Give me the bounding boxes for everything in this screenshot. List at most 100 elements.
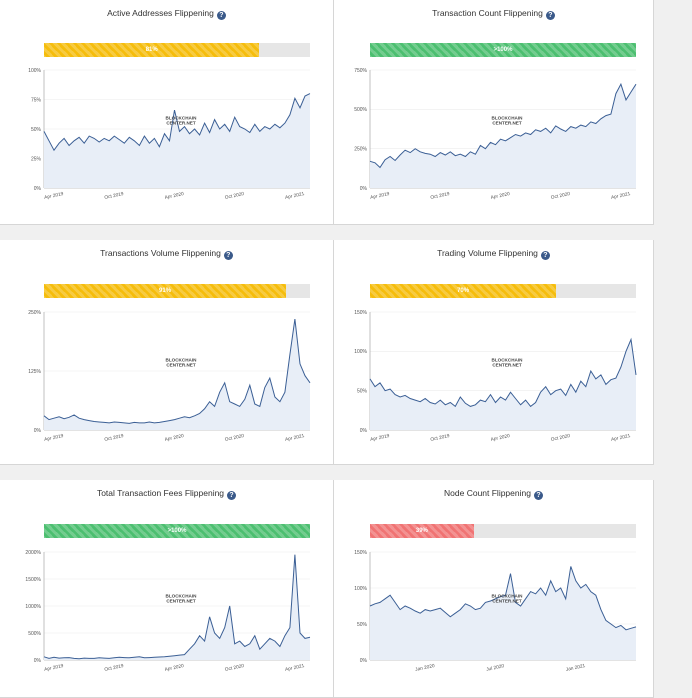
chart-area-plot: 0% 25% 50% 75% 100% Apr 2019 Oct 2019 Apr 2020 O… — [28, 68, 311, 201]
y-tick-label: 50% — [357, 388, 368, 394]
x-tick-label: Oct 2019 — [104, 663, 125, 673]
y-tick-label: 0% — [360, 186, 368, 192]
y-tick-label: 100% — [28, 68, 41, 74]
x-tick-label: Oct 2019 — [430, 433, 451, 443]
y-tick-label: 0% — [360, 658, 368, 664]
flippening-progress-bar: 70% — [370, 284, 636, 298]
watermark-logo: CENTER.NET — [166, 363, 196, 368]
progress-label: >100% — [167, 528, 187, 534]
watermark-logo: CENTER.NET — [492, 363, 522, 368]
y-tick-label: 25% — [31, 156, 42, 162]
y-tick-label: 2000% — [25, 550, 41, 556]
progress-fill: >100% — [370, 43, 636, 57]
series-area — [44, 554, 310, 660]
x-tick-label: Apr 2019 — [44, 191, 65, 201]
x-tick-label: Jan 2021 — [565, 663, 586, 673]
card-title: Active Addresses Flippening? — [0, 8, 333, 20]
watermark-logo: CENTER.NET — [492, 121, 522, 126]
flippening-progress-bar: >100% — [370, 43, 636, 57]
card-title: Transactions Volume Flippening? — [0, 248, 333, 260]
series-area — [370, 339, 636, 430]
x-tick-label: Oct 2020 — [550, 433, 571, 443]
y-tick-label: 250% — [354, 146, 367, 152]
x-tick-label: Oct 2020 — [550, 191, 571, 201]
y-tick-label: 750% — [354, 68, 367, 74]
help-icon[interactable]: ? — [533, 491, 543, 500]
y-tick-label: 0% — [34, 428, 42, 434]
flippening-progress-bar: 81% — [44, 43, 310, 57]
card-node-count: Node Count Flippening? 39% 0% 50% 100% 150%… — [334, 480, 654, 698]
y-tick-label: 0% — [34, 658, 42, 664]
card-title: Transaction Count Flippening? — [334, 8, 653, 20]
progress-label: 91% — [159, 288, 172, 294]
progress-fill: >100% — [44, 524, 310, 538]
progress-label: >100% — [493, 47, 513, 53]
progress-fill: 91% — [44, 284, 287, 298]
series-line — [43, 319, 311, 424]
watermark-logo: CENTER.NET — [166, 121, 196, 126]
help-icon[interactable]: ? — [540, 251, 550, 260]
card-transaction-count: Transaction Count Flippening? >100% 0% 25… — [334, 0, 654, 225]
y-tick-label: 50% — [357, 622, 368, 628]
y-tick-label: 1000% — [25, 604, 41, 610]
progress-fill: 81% — [44, 43, 260, 57]
x-tick-label: Apr 2021 — [285, 191, 306, 201]
card-trading-volume: Trading Volume Flippening? 70% 0% 50% 100%… — [334, 240, 654, 465]
y-tick-label: 100% — [354, 349, 367, 355]
x-tick-label: Apr 2019 — [370, 191, 391, 201]
x-tick-label: Oct 2020 — [224, 191, 245, 201]
chart-area-plot: 0% 250% 500% 750% Apr 2019 Oct 2019 Apr 2020 Oc… — [354, 68, 637, 201]
x-tick-label: Apr 2020 — [490, 433, 511, 443]
y-tick-label: 500% — [354, 107, 367, 113]
y-tick-label: 250% — [28, 310, 41, 316]
flippening-progress-bar: 39% — [370, 524, 636, 538]
x-tick-label: Apr 2021 — [285, 433, 306, 443]
y-tick-label: 1500% — [25, 577, 41, 583]
x-tick-label: Oct 2020 — [224, 433, 245, 443]
y-tick-label: 125% — [28, 369, 41, 375]
x-tick-label: Oct 2020 — [224, 663, 245, 673]
y-tick-label: 50% — [31, 127, 42, 133]
y-tick-label: 75% — [31, 97, 42, 103]
card-transaction-fees: Total Transaction Fees Flippening? >100%… — [0, 480, 334, 698]
help-icon[interactable]: ? — [227, 491, 237, 500]
x-tick-label: Apr 2019 — [44, 433, 65, 443]
flippening-progress-bar: >100% — [44, 524, 310, 538]
x-tick-label: Oct 2019 — [104, 191, 125, 201]
x-tick-label: Apr 2020 — [164, 433, 185, 443]
help-icon[interactable]: ? — [216, 11, 226, 20]
series-line — [43, 554, 311, 660]
watermark-logo: BLOCKCHAIN — [492, 358, 524, 363]
y-tick-label: 150% — [354, 310, 367, 316]
series-line — [43, 93, 311, 152]
x-tick-label: Apr 2020 — [164, 191, 185, 201]
flippening-progress-bar: 91% — [44, 284, 310, 298]
series-area — [370, 84, 636, 188]
card-active-addresses: Active Addresses Flippening? 81% 0% 25% 50… — [0, 0, 334, 225]
chart-area-plot: 0% 50% 100% 150% Apr 2019 Oct 2019 Apr 2020 Oct… — [354, 310, 637, 443]
progress-label: 39% — [415, 528, 428, 534]
watermark-logo: BLOCKCHAIN — [166, 358, 198, 363]
x-tick-label: Jul 2020 — [486, 663, 505, 673]
x-tick-label: Apr 2021 — [611, 191, 632, 201]
x-tick-label: Oct 2019 — [104, 433, 125, 443]
y-tick-label: 100% — [354, 586, 367, 592]
card-title: Trading Volume Flippening? — [334, 248, 653, 260]
card-title: Total Transaction Fees Flippening? — [0, 488, 333, 500]
series-area — [44, 319, 310, 430]
progress-label: 81% — [145, 47, 158, 53]
x-tick-label: Apr 2021 — [611, 433, 632, 443]
watermark-logo: BLOCKCHAIN — [492, 116, 524, 121]
chart-area-plot: 0% 500% 1000% 1500% 2000% Apr 2019 Oct 2019 Apr… — [25, 550, 311, 673]
x-tick-label: Apr 2021 — [285, 663, 306, 673]
y-tick-label: 0% — [360, 428, 368, 434]
watermark-logo: BLOCKCHAIN — [166, 593, 198, 598]
help-icon[interactable]: ? — [223, 251, 233, 260]
series-area — [44, 93, 310, 188]
progress-label: 70% — [457, 288, 470, 294]
help-icon[interactable]: ? — [545, 11, 555, 20]
watermark-logo: BLOCKCHAIN — [492, 593, 524, 598]
x-tick-label: Jan 2020 — [415, 663, 436, 673]
watermark-logo: BLOCKCHAIN — [166, 116, 198, 121]
x-tick-label: Oct 2019 — [430, 191, 451, 201]
